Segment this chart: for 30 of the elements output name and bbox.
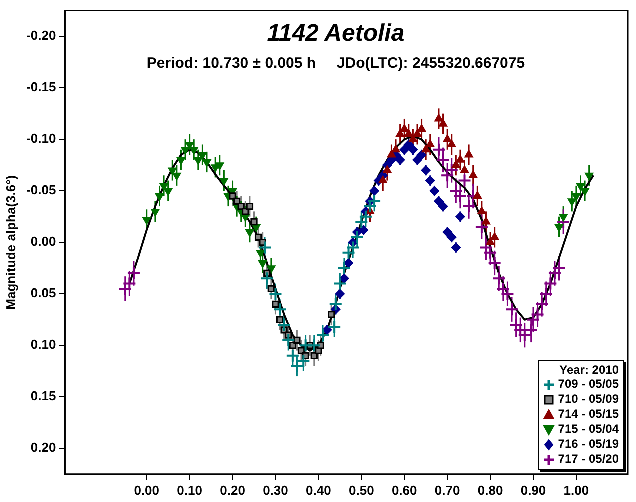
y-tick-label: -0.10 — [26, 131, 56, 146]
x-tick-label: 0.90 — [520, 482, 546, 498]
legend-label: 710 - 05/09 — [558, 392, 619, 407]
y-tick-label: 0.00 — [30, 234, 56, 250]
x-tick-label: 0.10 — [177, 482, 202, 498]
x-tick-label: 0.20 — [220, 482, 246, 498]
y-tick-label: -0.15 — [26, 80, 56, 95]
x-tick-label: 0.40 — [306, 482, 332, 498]
y-axis-title: Magnitude alpha(3.6°) — [3, 175, 18, 310]
y-tick-label: 0.15 — [30, 388, 56, 404]
legend-title: Year: 2010 — [558, 363, 619, 377]
y-tick-label: 0.10 — [30, 337, 56, 352]
legend-label: 715 - 05/04 — [558, 422, 619, 437]
y-tick-label: -0.20 — [26, 28, 56, 44]
y-tick-label: 0.20 — [30, 440, 56, 456]
legend-label: 716 - 05/19 — [558, 437, 619, 452]
x-tick-label: 0.80 — [478, 482, 504, 498]
chart-title: 1142 Aetolia — [267, 20, 405, 47]
text: Period: 10.730 ± 0.005 h JDo(LTC): 2455320.667075 — [146, 55, 526, 72]
x-tick-label: 0.70 — [434, 482, 460, 498]
y-tick-label: -0.05 — [26, 182, 56, 198]
legend-label: 714 - 05/15 — [558, 407, 619, 422]
x-tick-label: 0.50 — [348, 482, 374, 498]
x-tick-label: 1.00 — [564, 482, 590, 498]
x-tick-label: 0.00 — [134, 482, 160, 498]
x-tick-label: 0.30 — [263, 482, 288, 498]
y-tick-label: 0.05 — [30, 286, 56, 301]
x-tick-label: 0.60 — [392, 482, 418, 498]
legend-label: 709 - 05/05 — [558, 377, 619, 392]
legend-label: 717 - 05/20 — [558, 452, 619, 467]
